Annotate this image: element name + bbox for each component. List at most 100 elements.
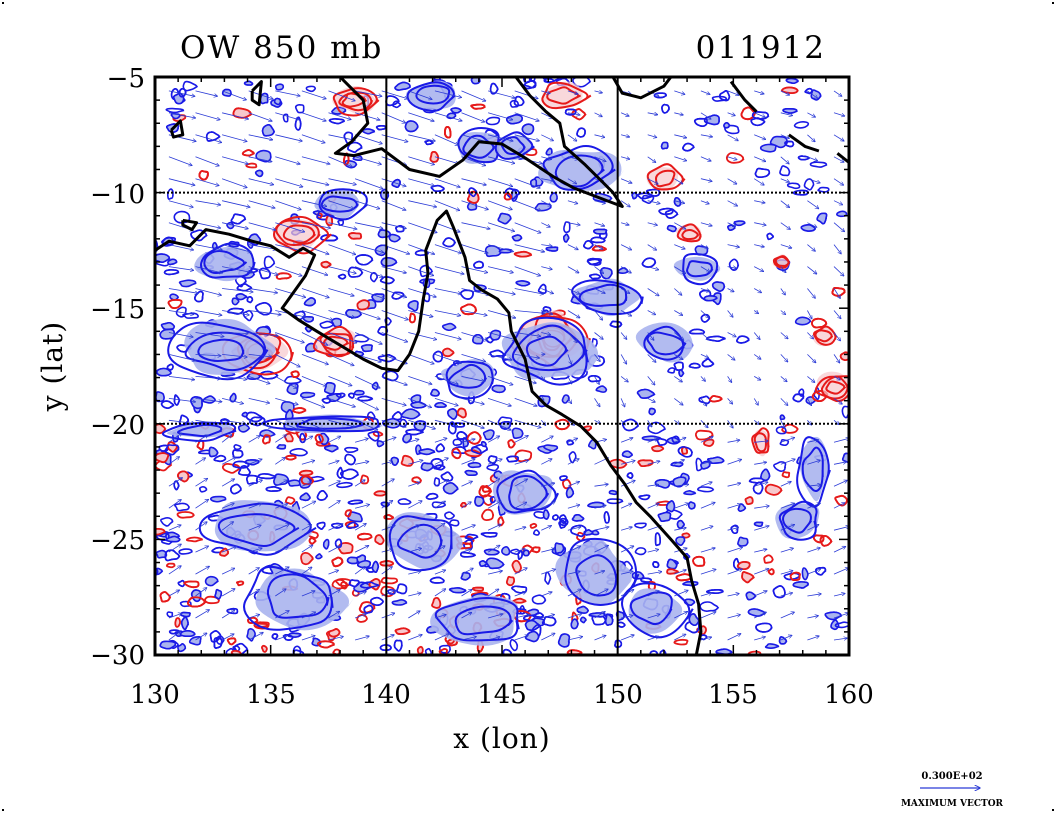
negative-contour: [468, 187, 478, 198]
wind-vector: [807, 244, 815, 252]
wind-vector: [700, 569, 716, 575]
wind-vector: [541, 200, 551, 206]
wind-vector: [408, 332, 436, 340]
wind-vector: [248, 503, 262, 509]
negative-vortex-ring: [448, 363, 488, 389]
wind-vector: [620, 546, 634, 553]
wind-vector: [275, 178, 303, 187]
wind-vector: [833, 222, 845, 232]
wind-vector: [674, 419, 680, 424]
negative-contour-fill: [558, 634, 570, 647]
wind-vector: [780, 525, 795, 531]
negative-contour: [318, 432, 330, 446]
wind-vector: [301, 200, 327, 207]
wind-vector: [434, 458, 448, 465]
wind-vector: [567, 266, 579, 273]
wind-vector: [754, 222, 766, 226]
positive-vortex-fill: [542, 81, 584, 109]
wind-vector: [700, 244, 708, 249]
negative-contour: [501, 545, 511, 556]
wind-vector: [754, 526, 769, 531]
wind-vector: [434, 156, 459, 164]
wind-vector: [434, 200, 460, 211]
negative-contour: [522, 614, 536, 622]
wind-vector: [248, 354, 272, 357]
wind-vector: [674, 398, 683, 405]
wind-vector: [195, 178, 220, 186]
negative-contour: [706, 456, 725, 465]
negative-contour: [177, 643, 187, 653]
negative-contour: [794, 316, 812, 326]
wind-vector: [301, 310, 333, 321]
negative-contour-fill: [486, 558, 505, 569]
wind-vector: [514, 266, 541, 276]
positive-contour: [174, 617, 182, 628]
wind-vector: [434, 501, 446, 509]
wind-vector: [594, 354, 601, 361]
wind-vector: [248, 436, 260, 443]
negative-contour: [391, 598, 408, 606]
wind-vector: [434, 266, 464, 275]
positive-contour: [155, 527, 166, 536]
wind-vector: [222, 310, 249, 316]
wind-vector: [700, 462, 711, 465]
wind-vector: [594, 376, 600, 384]
wind-vector: [833, 310, 841, 319]
wind-vector: [195, 244, 223, 250]
wind-vector: [195, 546, 209, 553]
negative-contour: [213, 637, 223, 649]
negative-contour: [515, 280, 531, 287]
positive-contour: [241, 149, 255, 157]
negative-contour-fill: [155, 391, 165, 402]
wind-vector: [727, 420, 734, 428]
wind-vector: [248, 178, 274, 185]
coastline-segment: [788, 133, 820, 153]
lat-lon-gridlines: [155, 77, 849, 655]
negative-contour: [511, 427, 524, 440]
wind-vector: [567, 527, 581, 531]
negative-contour: [377, 354, 397, 363]
negative-contour: [804, 87, 813, 95]
negative-vortex-ring: [778, 500, 818, 541]
negative-contour-fill: [471, 77, 481, 84]
negative-contour: [545, 147, 553, 156]
wind-vector: [620, 223, 629, 225]
wind-vector: [541, 266, 552, 270]
wind-vector: [674, 460, 684, 465]
wind-vector: [700, 156, 711, 161]
wind-vector: [248, 459, 262, 465]
wind-vector: [754, 288, 761, 293]
wind-vector: [567, 376, 572, 384]
negative-contour: [229, 483, 242, 495]
wind-vector: [328, 461, 340, 465]
wind-vector: [461, 459, 476, 465]
negative-contour: [294, 310, 306, 321]
wind-vector: [567, 571, 580, 575]
wind-vector: [275, 288, 305, 298]
negative-contour: [631, 192, 638, 200]
wind-vector: [434, 398, 458, 405]
negative-contour: [442, 237, 457, 248]
negative-contour: [634, 522, 647, 529]
wind-vector: [567, 398, 572, 403]
wind-vector: [195, 478, 208, 487]
negative-contour: [276, 444, 287, 450]
negative-contour: [640, 577, 653, 583]
wind-vector: [807, 200, 818, 209]
negative-contour: [688, 613, 700, 626]
negative-vortex-fill: [673, 256, 723, 281]
wind-vector: [620, 590, 634, 597]
negative-contour: [682, 142, 695, 152]
negative-contour: [322, 538, 330, 550]
negative-contour: [167, 258, 178, 266]
negative-vortex-ring: [217, 513, 300, 548]
negative-contour: [559, 475, 568, 482]
positive-vortex-ring: [825, 380, 847, 395]
negative-contour: [323, 381, 336, 395]
wind-vector: [780, 332, 788, 339]
wind-vector: [168, 178, 195, 186]
wind-vector: [807, 266, 816, 274]
negative-contour: [160, 400, 175, 409]
wind-vector: [461, 376, 485, 381]
negative-contour: [166, 363, 174, 371]
